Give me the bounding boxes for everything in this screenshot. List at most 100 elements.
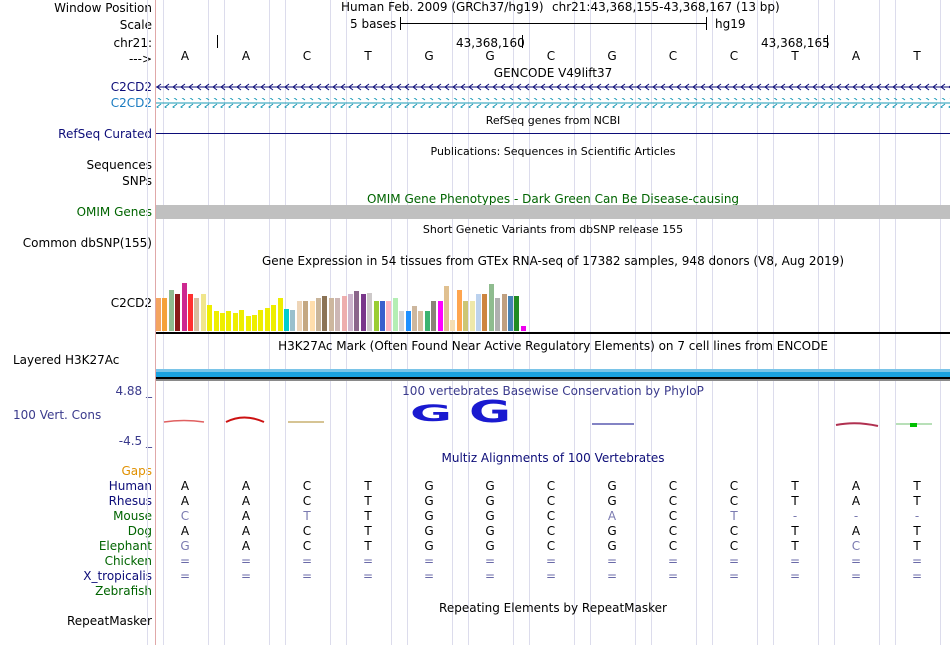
gtex-tissue-bar[interactable] [361,294,366,331]
h3k27ac-signal-2[interactable] [156,372,950,377]
gtex-tissue-bar[interactable] [329,298,334,331]
gridline [773,0,774,645]
gridline [818,0,819,645]
gtex-tissue-bar[interactable] [438,301,443,331]
refseq-gene-line[interactable] [156,133,950,134]
gtex-tissue-bar[interactable] [425,311,430,331]
gencode-transcript-2[interactable] [156,98,950,108]
gtex-tissue-bar[interactable] [278,298,283,331]
sequences-label[interactable]: Sequences [86,158,152,172]
gtex-tissue-bar[interactable] [508,296,513,331]
track-image[interactable]: Human Feb. 2009 (GRCh37/hg19) chr21:43,3… [147,0,950,645]
gencode-label-2[interactable]: C2CD2 [110,96,152,110]
gtex-tissue-bar[interactable] [169,290,174,331]
gencode-transcripts[interactable] [156,82,950,112]
gtex-tissue-bar[interactable] [380,301,385,331]
reference-base: A [241,49,251,63]
gtex-tissue-bar[interactable] [431,301,436,331]
gtex-tissue-bar[interactable] [265,308,270,331]
gtex-tissue-bar[interactable] [284,309,289,331]
gencode-label-1[interactable]: C2CD2 [110,80,152,94]
alignment-base-mouse: - [792,509,798,523]
refseq-label[interactable]: RefSeq Curated [58,127,152,141]
gtex-tissue-bar[interactable] [399,311,404,331]
gtex-tissue-bar[interactable] [220,313,225,331]
gtex-bar-chart[interactable] [156,268,536,331]
reference-base: C [668,49,678,63]
species-label-human: Human [108,479,152,493]
gtex-tissue-bar[interactable] [412,306,417,331]
alignment-base-x-tropicalis: = [301,569,313,583]
gtex-tissue-bar[interactable] [393,298,398,331]
gtex-tissue-bar[interactable] [214,311,219,331]
gtex-tissue-bar[interactable] [418,311,423,331]
gtex-tissue-bar[interactable] [502,294,507,331]
gtex-tissue-bar[interactable] [476,294,481,331]
gtex-tissue-bar[interactable] [386,301,391,331]
gencode-transcript-1[interactable] [156,82,950,92]
gtex-tissue-bar[interactable] [514,296,519,331]
reference-base: T [913,49,921,63]
gtex-tissue-bar[interactable] [310,301,315,331]
gtex-tissue-bar[interactable] [367,293,372,331]
h3k27ac-label[interactable]: Layered H3K27Ac [13,353,120,367]
gtex-tissue-bar[interactable] [450,320,455,331]
gtex-tissue-bar[interactable] [201,294,206,331]
gtex-tissue-bar[interactable] [316,298,321,331]
gtex-tissue-bar[interactable] [239,310,244,331]
alignment-base-dog: T [913,524,921,538]
omim-label[interactable]: OMIM Genes [76,205,152,219]
phylop-label[interactable]: 100 Vert. Cons [13,408,102,422]
chrom-label: chr21: [113,36,152,50]
gridline [529,0,530,645]
repeatmasker-label[interactable]: RepeatMasker [66,614,152,628]
gtex-tissue-bar[interactable] [194,298,199,331]
gtex-tissue-bar[interactable] [495,298,500,331]
h3k27ac-signal-1[interactable] [156,369,950,372]
snps-label[interactable]: SNPs [122,174,152,188]
gtex-tissue-bar[interactable] [207,305,212,331]
common-dbsnp-label[interactable]: Common dbSNP(155) [22,236,152,250]
gtex-tissue-bar[interactable] [252,315,257,331]
h3k27ac-signal-4[interactable] [156,379,950,381]
gtex-tissue-bar[interactable] [406,311,411,331]
gtex-tissue-bar[interactable] [303,301,308,331]
alignment-base-elephant: C [546,539,556,553]
phylop-conservation[interactable]: G G [156,398,950,438]
gtex-tissue-bar[interactable] [322,296,327,331]
gtex-tissue-bar[interactable] [348,294,353,331]
gtex-tissue-bar[interactable] [182,283,187,331]
gtex-tissue-bar[interactable] [335,298,340,331]
gtex-tissue-bar[interactable] [271,305,276,331]
gtex-tissue-bar[interactable] [444,286,449,331]
gtex-tissue-bar[interactable] [457,290,462,331]
gtex-tissue-bar[interactable] [290,310,295,331]
gtex-tissue-bar[interactable] [175,294,180,331]
gtex-tissue-bar[interactable] [226,311,231,331]
gtex-tissue-bar[interactable] [156,298,161,331]
gtex-tissue-bar[interactable] [233,313,238,331]
h3k27ac-signal-3[interactable] [156,377,950,379]
gtex-tissue-bar[interactable] [162,298,167,331]
phylop-mark-7 [910,423,917,427]
alignment-base-rhesus: A [180,494,190,508]
gtex-tissue-bar[interactable] [354,291,359,331]
omim-gene-bar[interactable] [156,205,950,219]
gtex-tissue-bar[interactable] [463,301,468,331]
gtex-tissue-bar[interactable] [188,294,193,331]
alignment-base-elephant: T [791,539,799,553]
gtex-tissue-bar[interactable] [297,301,302,331]
alignment-base-x-tropicalis: = [667,569,679,583]
gtex-tissue-bar[interactable] [489,284,494,331]
gtex-tissue-bar[interactable] [374,301,379,331]
gtex-tissue-bar[interactable] [482,294,487,331]
gtex-tissue-bar[interactable] [258,310,263,331]
gtex-tissue-bar[interactable] [521,326,526,331]
alignment-base-human: G [424,479,434,493]
gtex-tissue-bar[interactable] [342,296,347,331]
alignment-base-mouse: C [180,509,190,523]
gtex-tissue-bar[interactable] [246,316,251,331]
gtex-label[interactable]: C2CD2 [110,296,152,310]
alignment-base-rhesus: C [302,494,312,508]
gtex-tissue-bar[interactable] [470,301,475,331]
